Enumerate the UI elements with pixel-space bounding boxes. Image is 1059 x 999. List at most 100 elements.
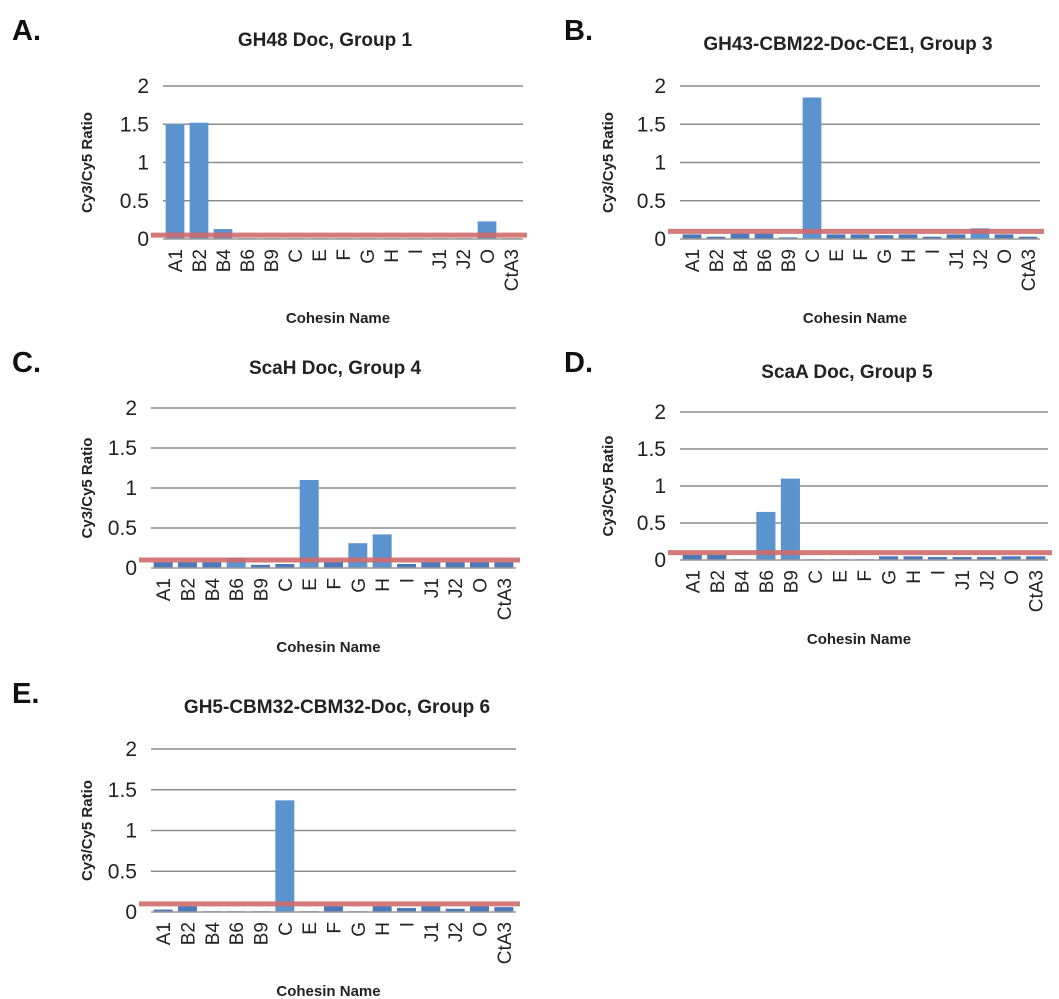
bar-a1	[682, 554, 702, 560]
chart-panel-2: B. GH43-CBM22-Doc-CE1, Group 3 Cy3/Cy5 Rat…	[564, 15, 1044, 327]
panel-letter: E.	[12, 678, 39, 710]
x-tick-label: J1	[953, 570, 974, 590]
x-tick-label: G	[358, 249, 379, 264]
x-axis-label: Cohesin Name	[807, 631, 911, 648]
x-axis-label: Cohesin Name	[276, 983, 380, 999]
bar-cta3	[494, 562, 514, 568]
x-tick-label: B6	[238, 249, 259, 272]
bar-c	[275, 800, 295, 912]
y-tick-label: 1	[125, 477, 137, 500]
bar-j1	[421, 906, 441, 912]
x-tick-label: G	[349, 578, 370, 593]
bar-o	[1001, 556, 1021, 560]
x-tick-label: B6	[227, 578, 248, 601]
x-axis-label: Cohesin Name	[803, 310, 907, 327]
x-tick-label: E	[300, 578, 321, 591]
y-tick-label: 1	[654, 152, 666, 175]
y-tick-label: 2	[137, 75, 149, 98]
x-tick-label: F	[325, 578, 346, 590]
x-tick-label: O	[471, 578, 492, 593]
x-tick-label: CtA3	[1027, 570, 1048, 612]
bar-a1	[682, 234, 702, 239]
bar-o	[994, 234, 1014, 239]
panel-letter: A.	[12, 15, 41, 47]
x-tick-label: H	[904, 570, 925, 584]
x-tick-label: A1	[154, 922, 175, 945]
bar-a1	[165, 124, 185, 239]
chart-title: GH48 Doc, Group 1	[238, 30, 413, 51]
x-tick-label: O	[478, 249, 499, 264]
bar-i	[397, 907, 416, 912]
panel-letter: B.	[564, 15, 593, 47]
y-tick-label: 0.5	[108, 860, 137, 883]
x-tick-label: I	[398, 922, 419, 927]
x-tick-label: B4	[731, 249, 752, 273]
bar-h	[898, 234, 918, 239]
y-tick-label: 1.5	[108, 779, 137, 802]
x-axis-label: Cohesin Name	[286, 310, 390, 327]
y-tick-label: 0	[125, 901, 137, 924]
bar-g	[874, 235, 894, 239]
x-tick-label: B9	[262, 249, 283, 272]
bar-a1	[153, 909, 173, 912]
bar-cta3	[494, 907, 514, 912]
y-tick-label: 1	[125, 820, 137, 843]
bar-cta3	[1026, 556, 1046, 560]
bar-c	[802, 97, 822, 239]
bar-j2	[977, 557, 997, 560]
x-tick-label: I	[398, 578, 419, 583]
x-tick-label: B2	[708, 570, 729, 593]
bar-b9	[251, 564, 270, 568]
x-tick-label: O	[1002, 570, 1023, 585]
x-tick-label: F	[334, 249, 355, 261]
chart-panel-3: C. ScaH Doc, Group 4 Cy3/Cy5 Ratio 0 0.5 1 1.5…	[12, 347, 520, 656]
x-tick-label: B2	[179, 578, 200, 601]
chart-panel-1: A. GH48 Doc, Group 1 Cy3/Cy5 Ratio 0 0.5 1 1.5…	[12, 15, 527, 327]
x-tick-label: A1	[166, 249, 187, 272]
bar-i	[397, 564, 416, 568]
y-tick-label: 2	[654, 401, 666, 424]
x-tick-label: G	[880, 570, 901, 585]
x-tick-label: G	[875, 249, 896, 264]
x-tick-label: B2	[179, 922, 200, 945]
bar-f	[324, 562, 343, 568]
x-tick-label: O	[471, 922, 492, 937]
chart-title: ScaH Doc, Group 4	[249, 358, 422, 379]
chart-title: GH5-CBM32-CBM32-Doc, Group 6	[184, 697, 490, 718]
x-tick-label: J1	[430, 249, 451, 269]
x-tick-label: C	[276, 922, 297, 936]
bar-g	[348, 543, 368, 568]
y-tick-label: 0	[654, 549, 666, 572]
x-tick-label: B2	[707, 249, 728, 272]
x-tick-label: G	[349, 922, 370, 937]
x-tick-label: C	[806, 570, 827, 584]
x-tick-label: I	[923, 249, 944, 254]
bar-h	[903, 556, 923, 560]
bar-j2	[445, 908, 465, 912]
y-tick-label: 2	[654, 75, 666, 98]
x-tick-label: H	[899, 249, 920, 263]
x-tick-label: B4	[214, 249, 235, 273]
y-tick-label: 0.5	[637, 512, 666, 535]
x-tick-label: E	[827, 249, 848, 262]
x-tick-label: A1	[683, 570, 704, 593]
x-tick-label: B6	[227, 922, 248, 945]
bar-h	[372, 906, 392, 912]
x-tick-label: CtA3	[502, 249, 523, 291]
bar-h	[372, 534, 392, 568]
x-tick-label: J2	[971, 249, 992, 269]
bar-f	[324, 906, 343, 912]
x-tick-label: E	[830, 570, 851, 583]
bar-b2	[189, 122, 209, 239]
y-axis-label: Cy3/Cy5 Ratio	[600, 436, 617, 537]
y-tick-label: 1	[137, 152, 149, 175]
x-tick-label: J1	[947, 249, 968, 269]
bar-b6	[756, 511, 776, 560]
x-tick-label: E	[300, 922, 321, 935]
chart-panel-4: D. ScaA Doc, Group 5 Cy3/Cy5 Ratio 0 0.5 1 1.5…	[564, 347, 1052, 648]
y-tick-label: 1.5	[120, 113, 149, 136]
bar-b6	[754, 233, 774, 239]
x-tick-label: F	[851, 249, 872, 261]
x-tick-label: J1	[422, 922, 443, 942]
y-axis-label: Cy3/Cy5 Ratio	[600, 112, 617, 213]
